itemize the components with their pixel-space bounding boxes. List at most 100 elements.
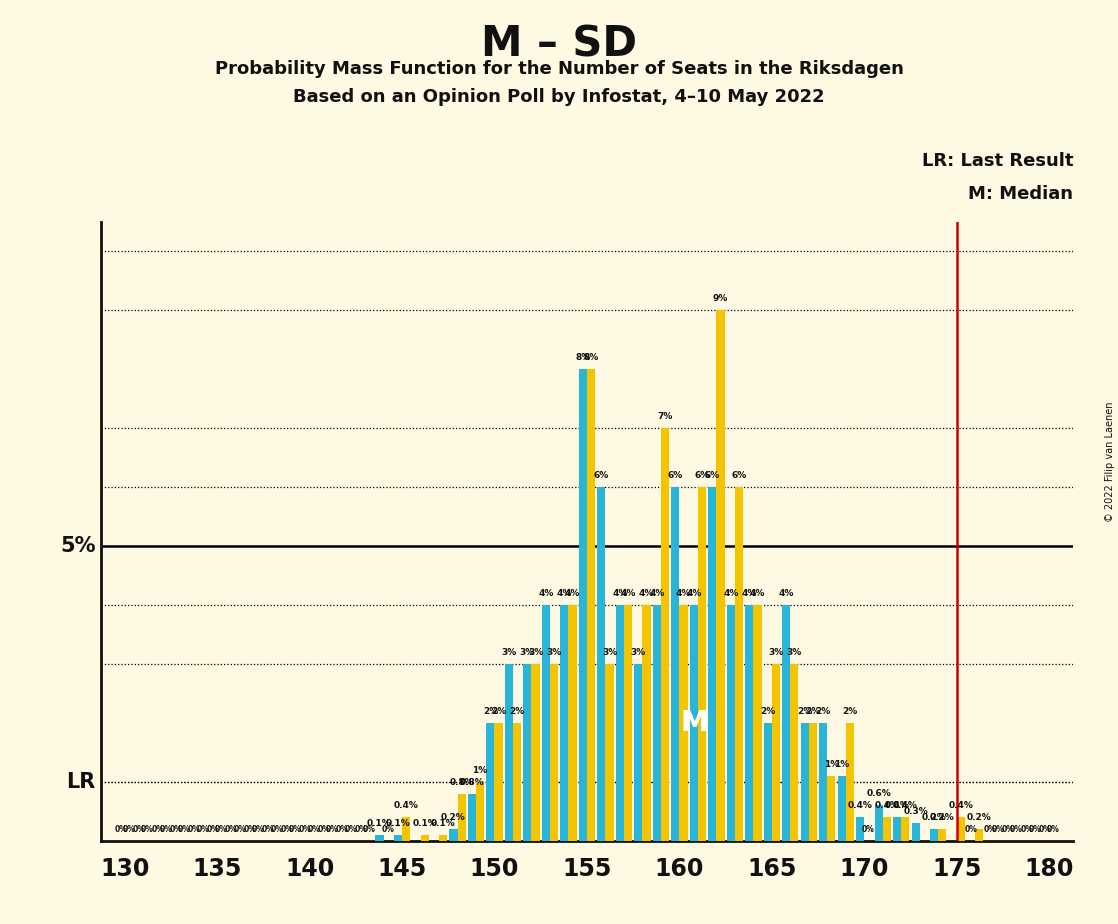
Bar [837, 776, 846, 841]
Bar [819, 723, 827, 841]
Bar [542, 605, 550, 841]
Text: 2%: 2% [816, 707, 831, 716]
Text: 3%: 3% [528, 648, 543, 657]
Bar [883, 817, 891, 841]
Bar [800, 723, 808, 841]
Text: 0.1%: 0.1% [367, 819, 391, 828]
Text: 0%: 0% [325, 825, 339, 833]
Text: M – SD: M – SD [481, 23, 637, 65]
Bar [616, 605, 624, 841]
Bar [783, 605, 790, 841]
Bar [735, 487, 743, 841]
Text: 4%: 4% [741, 589, 757, 598]
Text: M: M [680, 709, 708, 737]
Bar [680, 605, 688, 841]
Bar [856, 817, 864, 841]
Text: 3%: 3% [601, 648, 617, 657]
Bar [476, 782, 484, 841]
Text: 0%: 0% [992, 825, 1004, 833]
Bar [457, 794, 465, 841]
Text: 0.4%: 0.4% [394, 801, 418, 810]
Text: 2%: 2% [760, 707, 776, 716]
Bar [568, 605, 577, 841]
Text: 2%: 2% [491, 707, 506, 716]
Text: 3%: 3% [547, 648, 561, 657]
Text: 0.4%: 0.4% [847, 801, 873, 810]
Bar [513, 723, 521, 841]
Bar [975, 829, 984, 841]
Text: 3%: 3% [787, 648, 802, 657]
Bar [661, 428, 669, 841]
Bar [634, 664, 643, 841]
Bar [531, 664, 540, 841]
Text: 6%: 6% [731, 471, 747, 480]
Bar [901, 817, 909, 841]
Text: 0.1%: 0.1% [386, 819, 410, 828]
Text: 4%: 4% [675, 589, 691, 598]
Text: 6%: 6% [667, 471, 683, 480]
Text: 0%: 0% [362, 825, 376, 833]
Text: 0.4%: 0.4% [874, 801, 899, 810]
Text: 4%: 4% [723, 589, 739, 598]
Bar [394, 835, 402, 841]
Bar [624, 605, 632, 841]
Text: 0%: 0% [983, 825, 996, 833]
Text: 0%: 0% [207, 825, 219, 833]
Text: 0.8%: 0.8% [459, 778, 484, 786]
Bar [643, 605, 651, 841]
Text: 4%: 4% [557, 589, 572, 598]
Bar [579, 370, 587, 841]
Bar [754, 605, 761, 841]
Text: 1%: 1% [473, 766, 487, 775]
Bar [439, 835, 447, 841]
Text: 2%: 2% [805, 707, 821, 716]
Text: 0%: 0% [1046, 825, 1060, 833]
Bar [717, 310, 724, 841]
Text: 2%: 2% [483, 707, 498, 716]
Text: © 2022 Filip van Laenen: © 2022 Filip van Laenen [1106, 402, 1115, 522]
Text: 0%: 0% [318, 825, 331, 833]
Text: 6%: 6% [704, 471, 720, 480]
Text: 2%: 2% [510, 707, 524, 716]
Bar [874, 806, 883, 841]
Text: 0%: 0% [197, 825, 209, 833]
Text: 0.8%: 0.8% [449, 778, 474, 786]
Bar [606, 664, 614, 841]
Text: 0%: 0% [114, 825, 127, 833]
Text: 4%: 4% [650, 589, 664, 598]
Text: 0%: 0% [1010, 825, 1023, 833]
Text: 1%: 1% [824, 760, 838, 769]
Text: M: Median: M: Median [968, 185, 1073, 202]
Text: 6%: 6% [694, 471, 710, 480]
Text: 0%: 0% [1002, 825, 1015, 833]
Text: 0.2%: 0.2% [442, 813, 466, 822]
Text: 0%: 0% [307, 825, 320, 833]
Bar [790, 664, 798, 841]
Bar [494, 723, 503, 841]
Text: 9%: 9% [713, 294, 728, 303]
Text: 6%: 6% [594, 471, 609, 480]
Bar [938, 829, 947, 841]
Text: 0%: 0% [344, 825, 357, 833]
Bar [746, 605, 754, 841]
Text: 4%: 4% [565, 589, 580, 598]
Text: 0.1%: 0.1% [430, 819, 455, 828]
Text: 4%: 4% [686, 589, 701, 598]
Bar [587, 370, 595, 841]
Text: 0%: 0% [215, 825, 228, 833]
Text: 0%: 0% [188, 825, 201, 833]
Bar [671, 487, 680, 841]
Text: 0%: 0% [300, 825, 312, 833]
Text: 3%: 3% [631, 648, 646, 657]
Text: 0%: 0% [271, 825, 283, 833]
Bar [523, 664, 531, 841]
Text: 0.4%: 0.4% [893, 801, 918, 810]
Bar [764, 723, 771, 841]
Bar [550, 664, 558, 841]
Bar [893, 817, 901, 841]
Bar [486, 723, 494, 841]
Text: 4%: 4% [538, 589, 553, 598]
Text: 7%: 7% [657, 412, 673, 421]
Text: 0%: 0% [288, 825, 302, 833]
Text: 0%: 0% [862, 825, 874, 833]
